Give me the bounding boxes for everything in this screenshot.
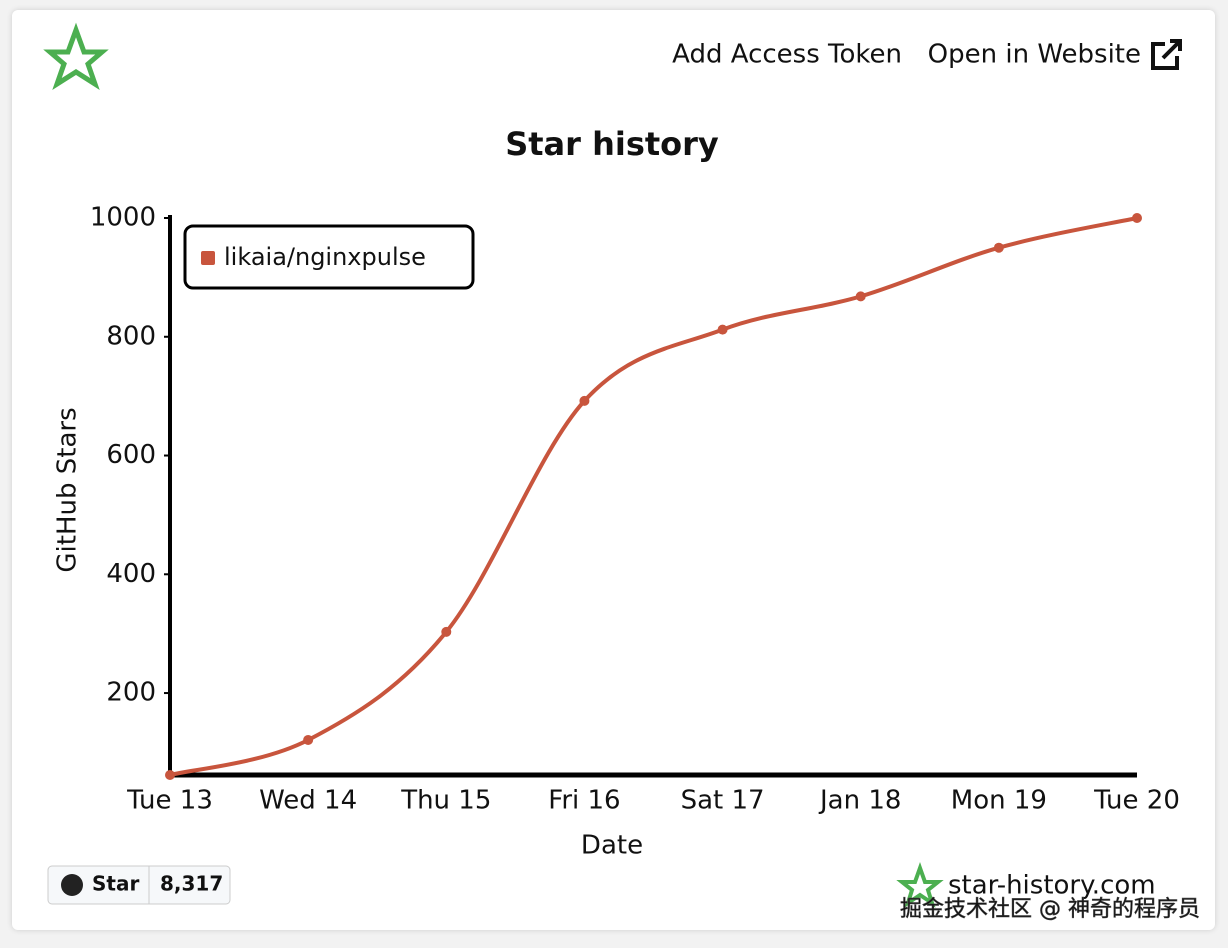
x-tick-label: Tue 20 [1093, 786, 1180, 816]
watermark: 掘金技术社区 @ 神奇的程序员 [900, 897, 1200, 922]
x-tick-label: Sat 17 [681, 786, 765, 816]
star-button[interactable] [47, 865, 231, 905]
y-tick-label: 400 [106, 559, 156, 589]
data-point [303, 734, 314, 745]
legend-swatch [201, 251, 215, 265]
site-logo [896, 862, 944, 908]
add-token-link[interactable]: Add Access Token [672, 40, 902, 70]
github-icon [61, 874, 83, 896]
data-point [993, 242, 1004, 253]
x-tick-label: Fri 16 [548, 786, 620, 816]
x-tick-label: Tue 13 [126, 786, 213, 816]
x-tick-label: Wed 14 [259, 786, 357, 816]
y-tick-label: 600 [106, 440, 156, 470]
y-axis-label: GitHub Stars [53, 407, 83, 572]
logo [43, 22, 109, 90]
data-point [855, 291, 866, 302]
star-label[interactable]: Star [92, 872, 139, 896]
x-tick-label: Mon 19 [951, 786, 1047, 816]
y-tick-label: 800 [106, 321, 156, 351]
y-tick-label: 1000 [90, 203, 156, 233]
external-icon[interactable] [1151, 39, 1182, 70]
y-tick-label: 200 [106, 678, 156, 708]
chart-title: Star history [505, 125, 719, 163]
data-point [1132, 213, 1142, 223]
star-count: 8,317 [160, 872, 223, 896]
series-line [169, 216, 1138, 777]
chart: Add Access Token Open in Website Star hi… [43, 22, 1200, 922]
x-axis-label: Date [581, 831, 643, 861]
legend-label: likaia/nginxpulse [224, 243, 426, 271]
card: Add Access Token Open in Website Star hi… [12, 10, 1215, 930]
legend-box [183, 224, 475, 290]
data-point [717, 324, 728, 335]
x-tick-label: Thu 15 [400, 786, 491, 816]
site-name[interactable]: star-history.com [948, 871, 1156, 901]
data-point [579, 395, 590, 406]
data-point [165, 770, 175, 780]
data-point [441, 626, 452, 637]
x-tick-label: Jan 18 [818, 786, 901, 816]
open-website-link[interactable]: Open in Website [928, 40, 1141, 70]
